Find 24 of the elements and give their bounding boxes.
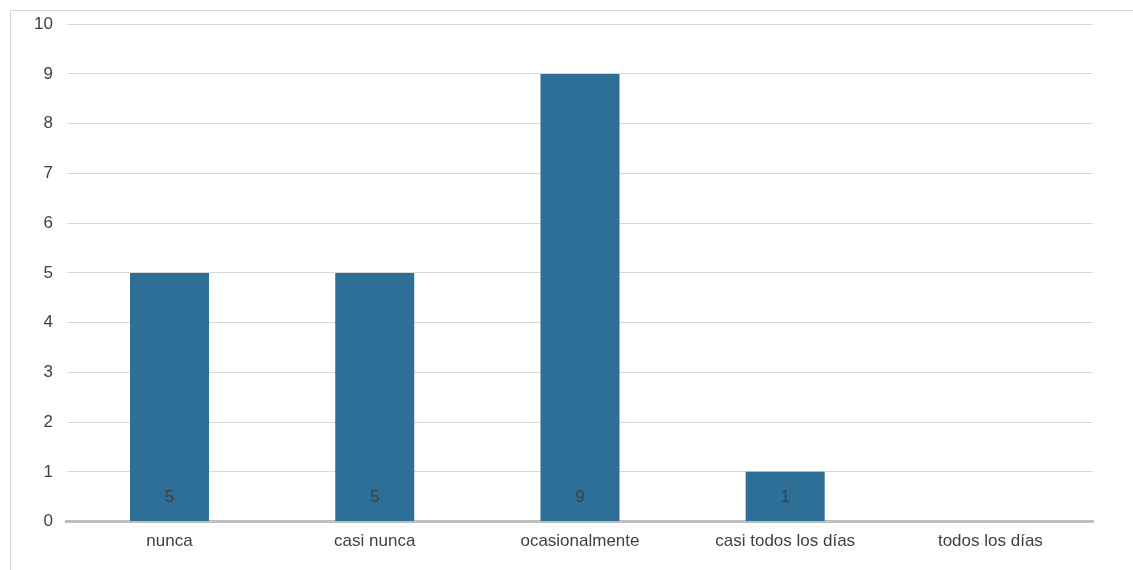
y-tick-label: 10 — [33, 13, 53, 33]
y-tick-label: 9 — [43, 63, 53, 83]
y-tick-label: 2 — [43, 411, 53, 431]
bar — [130, 272, 210, 522]
bar — [540, 73, 620, 522]
y-tick-label: 0 — [43, 511, 53, 531]
data-label: 9 — [575, 486, 585, 506]
data-label: 1 — [780, 486, 790, 506]
bar — [335, 272, 415, 522]
x-tick-label: casi nunca — [334, 531, 416, 551]
y-tick-label: 6 — [43, 212, 53, 232]
x-tick-label: ocasionalmente — [520, 531, 640, 551]
y-tick-label: 3 — [43, 362, 53, 382]
y-tick-label: 1 — [43, 461, 53, 481]
x-tick-label: nunca — [146, 531, 194, 551]
y-tick-label: 8 — [43, 113, 53, 133]
data-label: 5 — [164, 486, 175, 506]
x-tick-label: casi todos los días — [715, 531, 856, 551]
y-tick-label: 7 — [43, 163, 53, 183]
data-label: 5 — [370, 486, 380, 506]
y-tick-label: 5 — [43, 262, 53, 282]
x-tick-label: todos los días — [937, 531, 1043, 551]
y-tick-label: 4 — [43, 312, 53, 332]
bar — [745, 471, 825, 522]
